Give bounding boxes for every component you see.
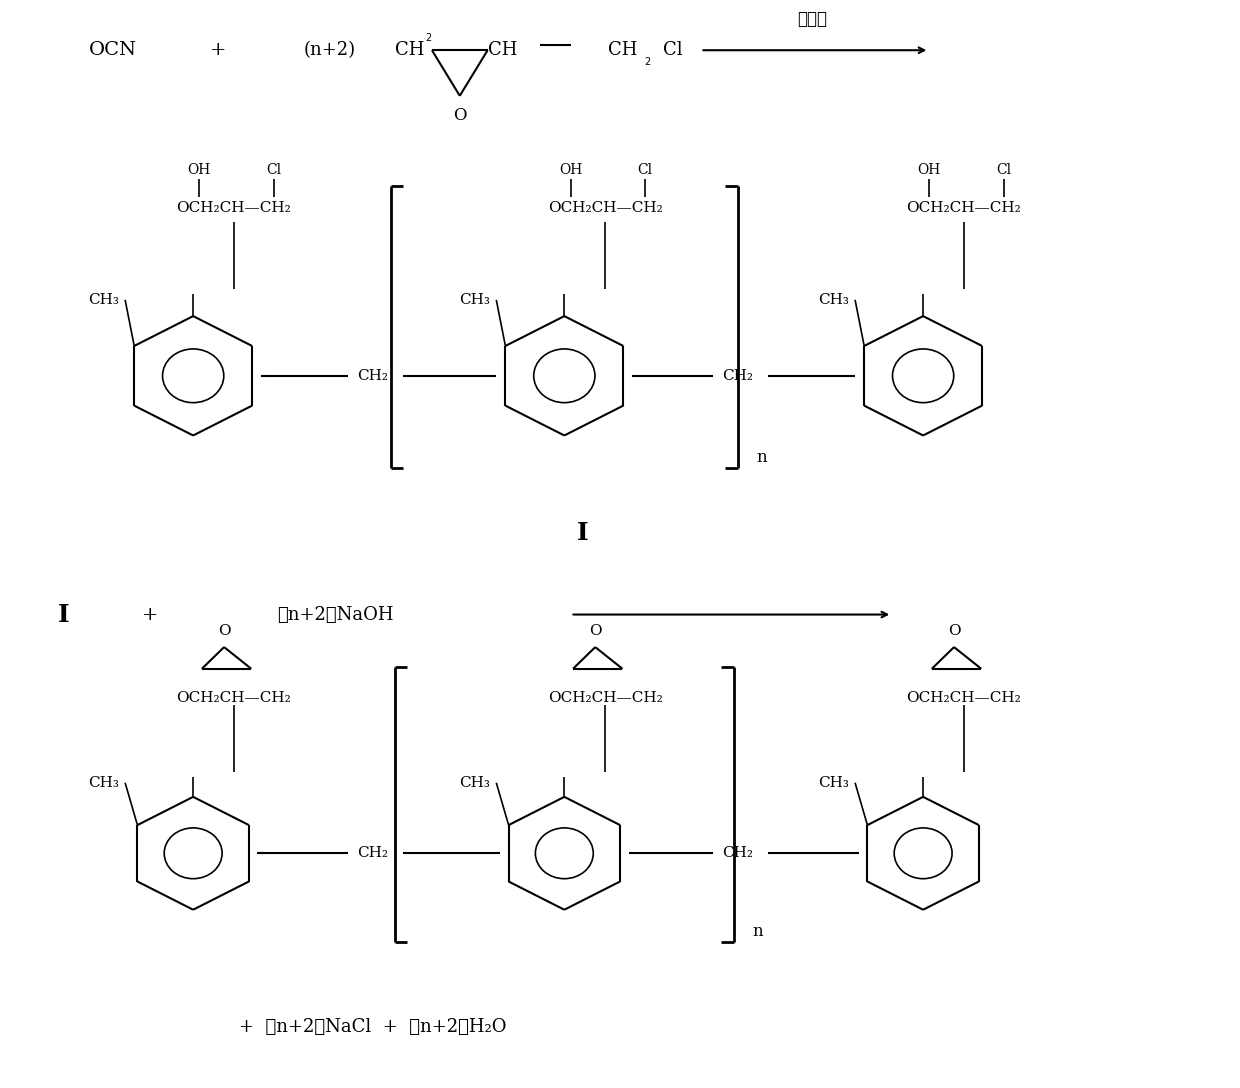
Text: CH₃: CH₃ — [459, 293, 490, 307]
Text: OH: OH — [918, 162, 941, 176]
Text: +: + — [210, 41, 226, 59]
Text: Cl: Cl — [267, 162, 281, 176]
Text: OCH₂CH—CH₂: OCH₂CH—CH₂ — [548, 691, 662, 705]
Text: OCN: OCN — [89, 41, 136, 59]
Text: CH₃: CH₃ — [88, 293, 119, 307]
Text: O: O — [589, 625, 601, 639]
Text: CH: CH — [608, 41, 637, 59]
Text: 催化剂: 催化剂 — [797, 11, 827, 28]
Text: OCH₂CH—CH₂: OCH₂CH—CH₂ — [548, 200, 662, 214]
Text: $_2$: $_2$ — [644, 54, 651, 69]
Text: Cl: Cl — [637, 162, 652, 176]
Text: CH₃: CH₃ — [459, 776, 490, 790]
Text: CH: CH — [487, 41, 517, 59]
Text: O: O — [947, 625, 960, 639]
Text: +: + — [141, 606, 159, 623]
Text: OCH₂CH—CH₂: OCH₂CH—CH₂ — [176, 691, 291, 705]
Text: （n+2）NaOH: （n+2）NaOH — [278, 606, 393, 623]
Text: Cl: Cl — [663, 41, 683, 59]
Text: CH₂: CH₂ — [357, 846, 388, 861]
Text: n: n — [753, 923, 763, 940]
Text: I: I — [57, 603, 69, 627]
Text: CH₃: CH₃ — [88, 776, 119, 790]
Text: CH₃: CH₃ — [818, 293, 849, 307]
Text: Cl: Cl — [996, 162, 1011, 176]
Text: OCH₂CH—CH₂: OCH₂CH—CH₂ — [906, 691, 1022, 705]
Text: CH₂: CH₂ — [722, 369, 753, 383]
Text: $_2$: $_2$ — [424, 30, 432, 45]
Text: O: O — [218, 625, 231, 639]
Text: CH: CH — [396, 41, 424, 59]
Text: CH₂: CH₂ — [357, 369, 388, 383]
Text: CH₃: CH₃ — [818, 776, 849, 790]
Text: I: I — [577, 521, 589, 545]
Text: OCH₂CH—CH₂: OCH₂CH—CH₂ — [906, 200, 1022, 214]
Text: CH₂: CH₂ — [722, 846, 753, 861]
Text: OCH₂CH—CH₂: OCH₂CH—CH₂ — [176, 200, 291, 214]
Text: (n+2): (n+2) — [304, 41, 356, 59]
Text: n: n — [756, 448, 766, 466]
Text: O: O — [453, 107, 466, 124]
Text: OH: OH — [187, 162, 211, 176]
Text: OH: OH — [559, 162, 582, 176]
Text: +  （n+2）NaCl  +  （n+2）H₂O: + （n+2）NaCl + （n+2）H₂O — [239, 1018, 506, 1036]
